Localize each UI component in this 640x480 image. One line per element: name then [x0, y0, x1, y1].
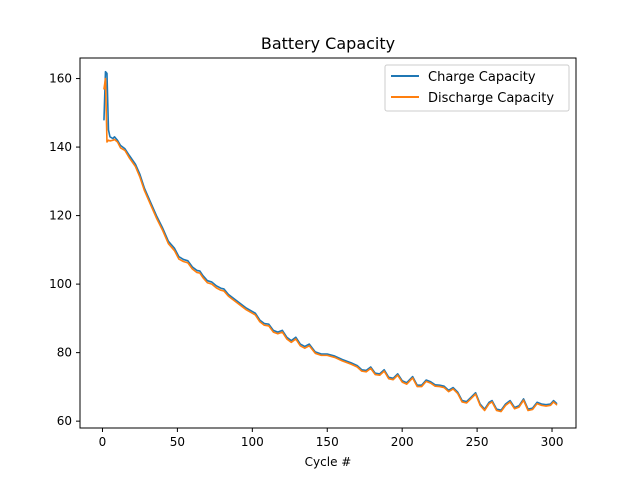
- x-tick-label: 100: [241, 435, 264, 449]
- series-line-discharge-capacity: [103, 77, 558, 413]
- legend-box: [384, 64, 570, 112]
- x-tick-label: 50: [170, 435, 185, 449]
- x-axis: 0 50 100 150 200 250 300: [99, 428, 564, 449]
- x-tick-label: 0: [99, 435, 107, 449]
- plot-area: [103, 70, 558, 413]
- y-tick-label: 140: [49, 140, 72, 154]
- y-tick-label: 120: [49, 209, 72, 223]
- y-tick-label: 60: [57, 414, 72, 428]
- plot-frame: [79, 57, 577, 429]
- legend: Charge Capacity Discharge Capacity: [384, 64, 570, 112]
- x-tick-label: 250: [466, 435, 489, 449]
- legend-label-charge: Charge Capacity: [428, 70, 536, 85]
- y-tick-label: 160: [49, 72, 72, 86]
- x-axis-label: Cycle #: [305, 455, 352, 469]
- legend-label-discharge: Discharge Capacity: [428, 91, 554, 106]
- series-line-charge-capacity: [103, 70, 558, 411]
- x-tick-label: 200: [391, 435, 414, 449]
- x-tick-label: 300: [541, 435, 564, 449]
- y-tick-label: 80: [57, 346, 72, 360]
- chart-title: Battery Capacity: [261, 34, 395, 53]
- y-tick-label: 100: [49, 277, 72, 291]
- x-tick-label: 150: [316, 435, 339, 449]
- y-axis: 60 80 100 120 140 160: [49, 72, 80, 428]
